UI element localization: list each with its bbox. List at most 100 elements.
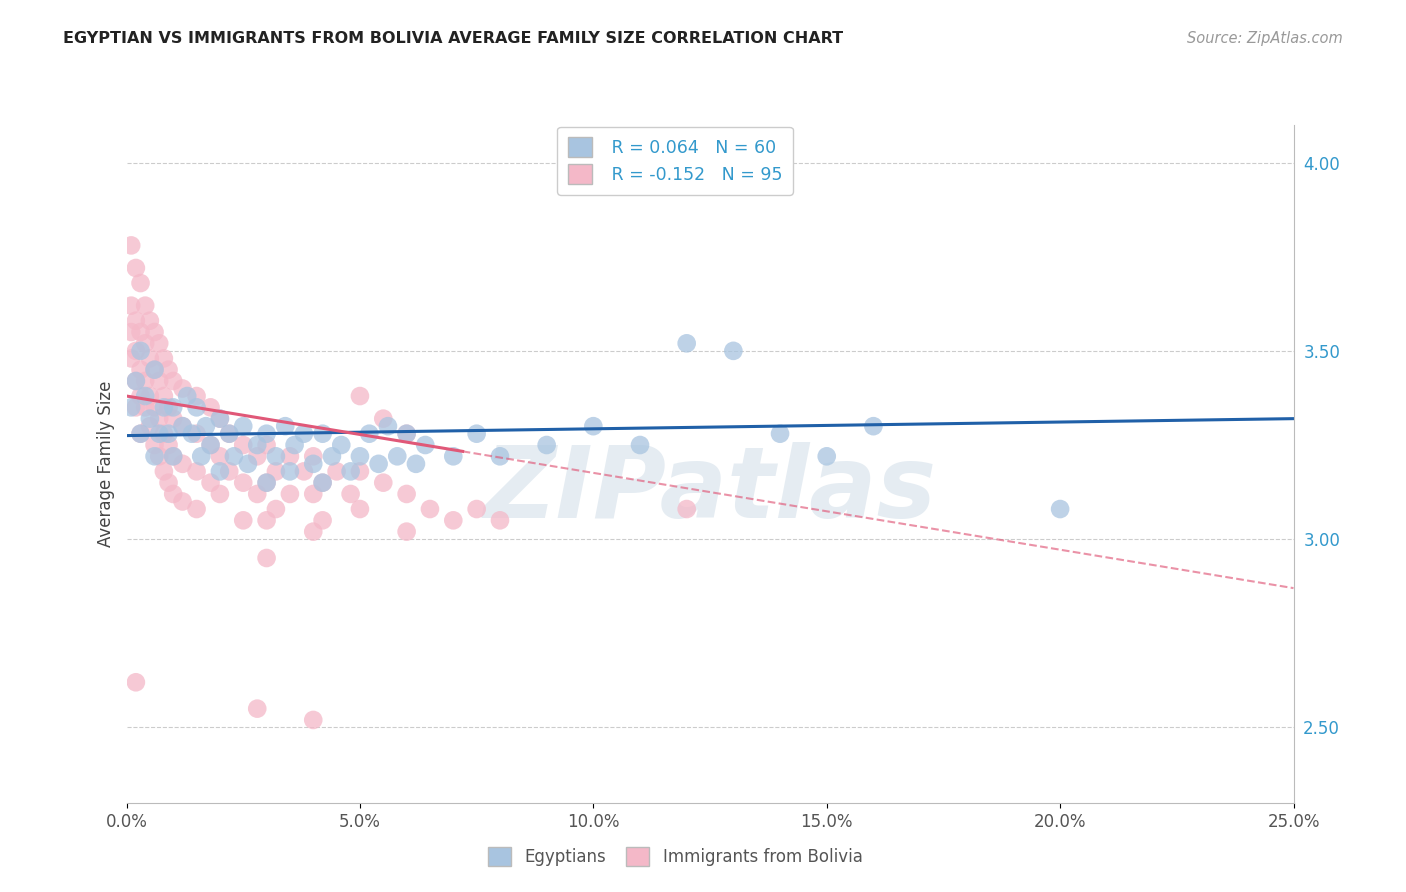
Point — [349, 389, 371, 403]
Point — [134, 299, 156, 313]
Point — [134, 389, 156, 403]
Point — [129, 325, 152, 339]
Point — [325, 464, 347, 478]
Point — [200, 475, 222, 490]
Point — [200, 438, 222, 452]
Point — [246, 487, 269, 501]
Point — [200, 438, 222, 452]
Point — [172, 457, 194, 471]
Point — [134, 374, 156, 388]
Point — [143, 401, 166, 415]
Point — [246, 701, 269, 715]
Point — [208, 411, 231, 425]
Point — [218, 426, 240, 441]
Point — [278, 487, 301, 501]
Point — [208, 464, 231, 478]
Point — [129, 343, 152, 358]
Point — [256, 475, 278, 490]
Point — [148, 426, 170, 441]
Point — [256, 475, 278, 490]
Point — [218, 464, 240, 478]
Point — [264, 464, 287, 478]
Point — [190, 450, 212, 464]
Point — [172, 382, 194, 396]
Point — [129, 426, 152, 441]
Point — [264, 450, 287, 464]
Point — [311, 426, 333, 441]
Point — [321, 450, 343, 464]
Point — [157, 426, 180, 441]
Point — [302, 450, 325, 464]
Point — [120, 351, 142, 366]
Y-axis label: Average Family Size: Average Family Size — [97, 381, 115, 547]
Point — [256, 513, 278, 527]
Point — [208, 411, 231, 425]
Point — [125, 675, 148, 690]
Point — [120, 401, 142, 415]
Point — [129, 276, 152, 290]
Legend: Egyptians, Immigrants from Bolivia: Egyptians, Immigrants from Bolivia — [481, 840, 869, 872]
Point — [125, 343, 148, 358]
Point — [134, 336, 156, 351]
Point — [236, 457, 259, 471]
Point — [359, 426, 381, 441]
Point — [367, 457, 389, 471]
Point — [162, 487, 184, 501]
Point — [292, 426, 315, 441]
Point — [208, 450, 231, 464]
Point — [129, 426, 152, 441]
Point — [246, 450, 269, 464]
Point — [157, 362, 180, 376]
Point — [153, 426, 176, 441]
Point — [377, 419, 399, 434]
Point — [139, 419, 162, 434]
Point — [120, 299, 142, 313]
Point — [1049, 502, 1071, 516]
Point — [125, 374, 148, 388]
Point — [284, 438, 307, 452]
Point — [120, 238, 142, 252]
Point — [162, 411, 184, 425]
Point — [815, 450, 838, 464]
Point — [120, 325, 142, 339]
Point — [125, 374, 148, 388]
Point — [349, 464, 371, 478]
Point — [162, 374, 184, 388]
Point — [246, 438, 269, 452]
Point — [395, 426, 418, 441]
Point — [274, 419, 297, 434]
Point — [129, 362, 152, 376]
Point — [162, 450, 184, 464]
Point — [157, 438, 180, 452]
Point — [139, 389, 162, 403]
Point — [769, 426, 792, 441]
Point — [675, 502, 697, 516]
Point — [441, 513, 464, 527]
Point — [339, 487, 361, 501]
Point — [373, 411, 395, 425]
Point — [465, 426, 488, 441]
Point — [157, 475, 180, 490]
Point — [232, 513, 254, 527]
Point — [148, 336, 170, 351]
Point — [405, 457, 427, 471]
Point — [162, 401, 184, 415]
Point — [172, 419, 194, 434]
Point — [148, 374, 170, 388]
Point — [218, 426, 240, 441]
Point — [419, 502, 441, 516]
Point — [148, 450, 170, 464]
Point — [143, 438, 166, 452]
Point — [139, 411, 162, 425]
Point — [862, 419, 884, 434]
Point — [264, 502, 287, 516]
Point — [395, 426, 418, 441]
Point — [387, 450, 409, 464]
Point — [256, 426, 278, 441]
Point — [339, 464, 361, 478]
Point — [311, 513, 333, 527]
Point — [256, 551, 278, 566]
Point — [349, 502, 371, 516]
Point — [330, 438, 353, 452]
Point — [373, 475, 395, 490]
